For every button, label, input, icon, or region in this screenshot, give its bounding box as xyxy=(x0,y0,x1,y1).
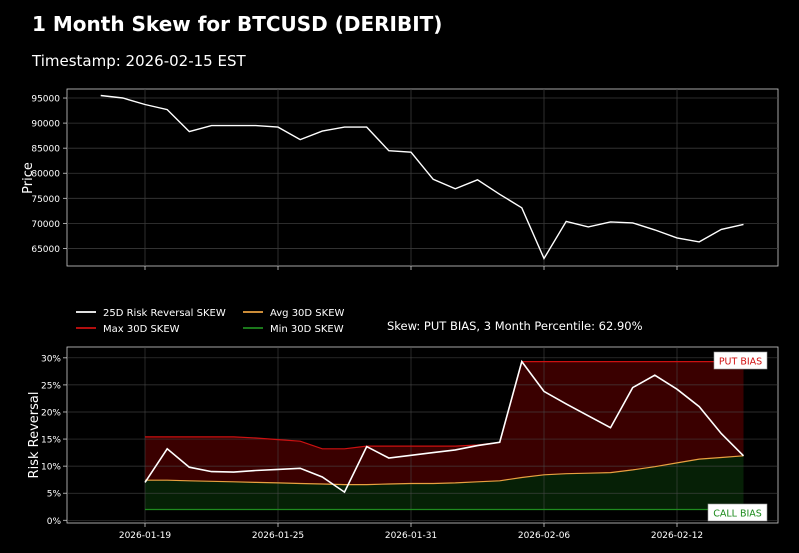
call-bias-band xyxy=(145,455,744,510)
skew-y-tick-label: 10% xyxy=(41,463,61,473)
price-line xyxy=(100,94,744,261)
price-y-tick-label: 85000 xyxy=(31,145,60,155)
price-y-tick-label: 70000 xyxy=(31,220,60,230)
skew-bands xyxy=(145,361,744,510)
date-x-tick-label: 2026-01-25 xyxy=(252,531,304,541)
skew-y-tick-label: 25% xyxy=(41,381,61,391)
legend-entry: Min 30D SKEW xyxy=(243,324,344,335)
price-panel: 65000 70000 75000 80000 85000 90000 95000 Pric… xyxy=(21,88,779,270)
price-y-tick-label: 65000 xyxy=(31,245,60,255)
price-y-axis-label: Price xyxy=(21,162,36,194)
date-x-ticks: 2026-01-19 2026-01-25 2026-01-31 2026-02-06… xyxy=(119,523,703,541)
skew-series xyxy=(144,359,745,511)
legend: 25D Risk Reversal SKEW Avg 30D SKEW Max 30… xyxy=(76,308,345,335)
legend-entry: Max 30D SKEW xyxy=(76,324,180,335)
skew-y-tick-label: 20% xyxy=(41,408,61,418)
date-x-tick-label: 2026-01-19 xyxy=(119,531,172,541)
put-bias-band xyxy=(145,361,744,485)
put-bias-label-text: PUT BIAS xyxy=(719,357,762,368)
legend-label: Avg 30D SKEW xyxy=(270,308,345,319)
bias-labels: PUT BIAS CALL BIAS xyxy=(707,351,768,522)
price-y-tick-label: 80000 xyxy=(31,170,60,180)
skew-y-axis-label: Risk Reversal xyxy=(27,392,42,479)
legend-label: 25D Risk Reversal SKEW xyxy=(103,308,226,319)
skew-y-tick-label: 15% xyxy=(41,436,61,446)
skew-y-tick-label: 5% xyxy=(47,490,62,500)
put-bias-label-box xyxy=(713,351,768,370)
skew-y-ticks: 0% 5% 10% 15% 20% 25% 30% xyxy=(41,354,67,527)
call-bias-label: CALL BIAS xyxy=(707,503,768,522)
skew-annotation: Skew: PUT BIAS, 3 Month Percentile: 62.9… xyxy=(387,319,643,333)
put-bias-label: PUT BIAS xyxy=(713,351,768,370)
timestamp-label: Timestamp: 2026-02-15 EST xyxy=(32,52,246,70)
avg-30d-skew-line xyxy=(145,455,744,486)
call-bias-label-box xyxy=(707,503,768,522)
price-series xyxy=(100,94,744,261)
skew-panel: 0% 5% 10% 15% 20% 25% 30% 2026-01-19 2026-01-25… xyxy=(27,346,779,541)
price-y-ticks: 65000 70000 75000 80000 85000 90000 95000 xyxy=(31,95,67,255)
price-y-tick-label: 90000 xyxy=(31,120,60,130)
legend-label: Min 30D SKEW xyxy=(270,324,344,335)
skew-y-tick-label: 30% xyxy=(41,354,61,364)
price-y-tick-label: 75000 xyxy=(31,195,60,205)
25d-risk-reversal-skew-line xyxy=(144,359,745,494)
date-x-tick-label: 2026-01-31 xyxy=(385,531,437,541)
price-plot-frame xyxy=(66,88,779,267)
legend-label: Max 30D SKEW xyxy=(103,324,180,335)
price-grid xyxy=(67,89,778,270)
date-x-tick-label: 2026-02-06 xyxy=(518,531,571,541)
page-title: 1 Month Skew for BTCUSD (DERIBIT) xyxy=(32,12,443,36)
skew-y-tick-label: 0% xyxy=(47,517,62,527)
call-bias-label-text: CALL BIAS xyxy=(713,509,762,520)
legend-entry: Avg 30D SKEW xyxy=(243,308,345,319)
price-y-tick-label: 95000 xyxy=(31,95,60,105)
max-30d-skew-line xyxy=(145,361,744,450)
legend-entry: 25D Risk Reversal SKEW xyxy=(76,308,226,319)
skew-grid xyxy=(67,347,778,523)
date-x-tick-label: 2026-02-12 xyxy=(651,531,703,541)
